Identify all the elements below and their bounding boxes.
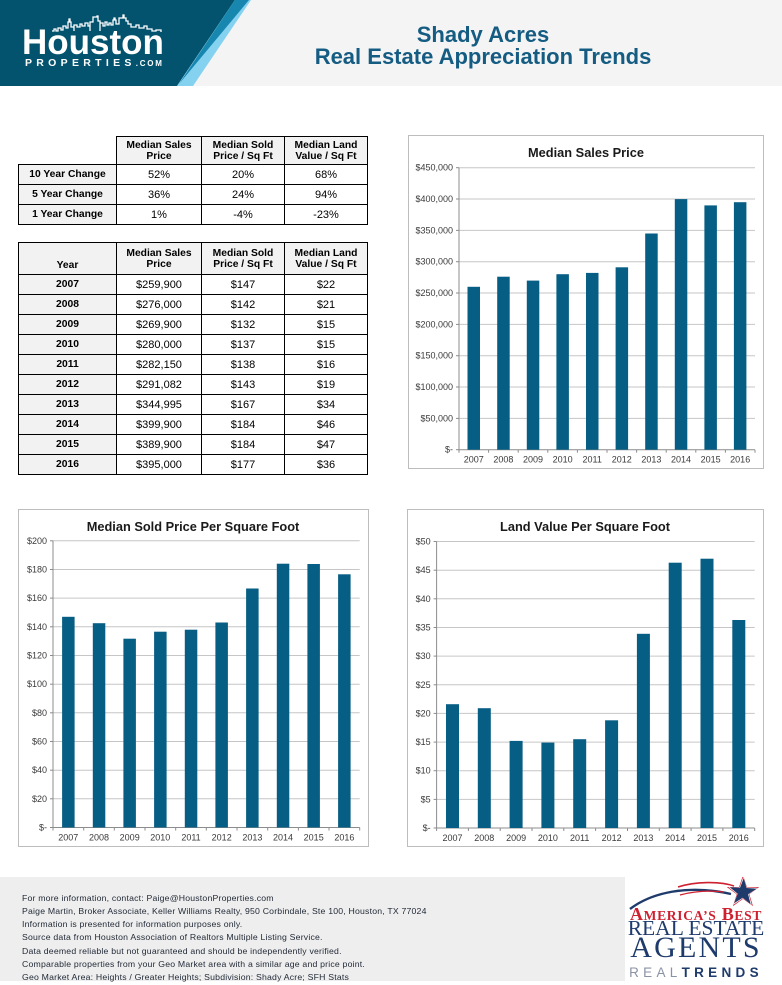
svg-text:2014: 2014 bbox=[671, 455, 691, 465]
svg-text:$25: $25 bbox=[416, 680, 431, 690]
svg-text:$50: $50 bbox=[416, 537, 431, 547]
svg-text:$40: $40 bbox=[416, 594, 431, 604]
svg-text:2013: 2013 bbox=[242, 833, 262, 843]
svg-text:2008: 2008 bbox=[474, 833, 494, 843]
svg-text:2011: 2011 bbox=[181, 833, 200, 843]
svg-text:AMERICA’S BEST: AMERICA’S BEST bbox=[630, 904, 762, 924]
svg-text:REALTRENDS: REALTRENDS bbox=[629, 965, 763, 980]
svg-text:Land Value Per Square Foot: Land Value Per Square Foot bbox=[500, 519, 671, 534]
svg-text:$60: $60 bbox=[32, 737, 47, 747]
svg-text:2015: 2015 bbox=[304, 833, 324, 843]
svg-text:$45: $45 bbox=[416, 565, 431, 575]
svg-text:Houston: Houston bbox=[22, 23, 164, 62]
svg-text:2011: 2011 bbox=[583, 455, 602, 465]
svg-text:$20: $20 bbox=[416, 708, 431, 718]
svg-text:2010: 2010 bbox=[553, 455, 573, 465]
svg-text:2010: 2010 bbox=[150, 833, 170, 843]
svg-text:$450,000: $450,000 bbox=[415, 163, 453, 173]
svg-text:2016: 2016 bbox=[729, 833, 749, 843]
svg-text:$20: $20 bbox=[32, 794, 47, 804]
svg-text:$250,000: $250,000 bbox=[415, 288, 453, 298]
svg-text:2009: 2009 bbox=[523, 455, 543, 465]
svg-text:PROPERTIES.COM: PROPERTIES.COM bbox=[25, 57, 164, 69]
svg-text:$-: $- bbox=[423, 823, 431, 833]
svg-text:2008: 2008 bbox=[89, 833, 109, 843]
svg-text:$5: $5 bbox=[421, 794, 431, 804]
svg-text:$180: $180 bbox=[27, 565, 47, 575]
svg-text:$140: $140 bbox=[27, 622, 47, 632]
svg-text:$200: $200 bbox=[27, 536, 47, 546]
svg-text:$400,000: $400,000 bbox=[415, 194, 453, 204]
svg-text:$160: $160 bbox=[27, 593, 47, 603]
svg-text:$120: $120 bbox=[27, 651, 47, 661]
svg-text:2016: 2016 bbox=[730, 455, 750, 465]
svg-text:$350,000: $350,000 bbox=[415, 225, 453, 235]
svg-text:$-: $- bbox=[445, 445, 453, 455]
svg-text:2009: 2009 bbox=[506, 833, 526, 843]
svg-text:$-: $- bbox=[39, 823, 47, 833]
svg-text:Median Sales Price: Median Sales Price bbox=[528, 145, 644, 160]
svg-text:$30: $30 bbox=[416, 651, 431, 661]
svg-text:$15: $15 bbox=[416, 737, 431, 747]
svg-text:$80: $80 bbox=[32, 708, 47, 718]
svg-text:2012: 2012 bbox=[602, 833, 622, 843]
svg-text:2012: 2012 bbox=[612, 455, 632, 465]
svg-text:2013: 2013 bbox=[641, 455, 661, 465]
svg-text:REAL ESTATE: REAL ESTATE bbox=[628, 916, 765, 940]
svg-text:2015: 2015 bbox=[697, 833, 717, 843]
svg-text:2011: 2011 bbox=[570, 833, 589, 843]
svg-text:2007: 2007 bbox=[58, 833, 78, 843]
svg-text:2010: 2010 bbox=[538, 833, 558, 843]
svg-text:2009: 2009 bbox=[120, 833, 140, 843]
svg-text:2007: 2007 bbox=[442, 833, 462, 843]
svg-text:AGENTS: AGENTS bbox=[630, 931, 762, 964]
svg-text:$50,000: $50,000 bbox=[420, 413, 453, 423]
svg-text:2014: 2014 bbox=[273, 833, 293, 843]
svg-text:2007: 2007 bbox=[464, 455, 484, 465]
svg-text:2012: 2012 bbox=[212, 833, 232, 843]
svg-text:2014: 2014 bbox=[665, 833, 685, 843]
svg-text:2015: 2015 bbox=[701, 455, 721, 465]
svg-text:$35: $35 bbox=[416, 623, 431, 633]
svg-text:2013: 2013 bbox=[633, 833, 653, 843]
svg-text:Median Sold Price Per Square F: Median Sold Price Per Square Foot bbox=[87, 519, 300, 534]
svg-text:$40: $40 bbox=[32, 765, 47, 775]
svg-text:2008: 2008 bbox=[493, 455, 513, 465]
svg-text:$300,000: $300,000 bbox=[415, 257, 453, 267]
svg-text:$100,000: $100,000 bbox=[415, 382, 453, 392]
svg-text:$200,000: $200,000 bbox=[415, 319, 453, 329]
svg-text:$10: $10 bbox=[416, 766, 431, 776]
svg-text:$100: $100 bbox=[27, 679, 47, 689]
svg-text:$150,000: $150,000 bbox=[415, 351, 453, 361]
svg-text:2016: 2016 bbox=[334, 833, 354, 843]
